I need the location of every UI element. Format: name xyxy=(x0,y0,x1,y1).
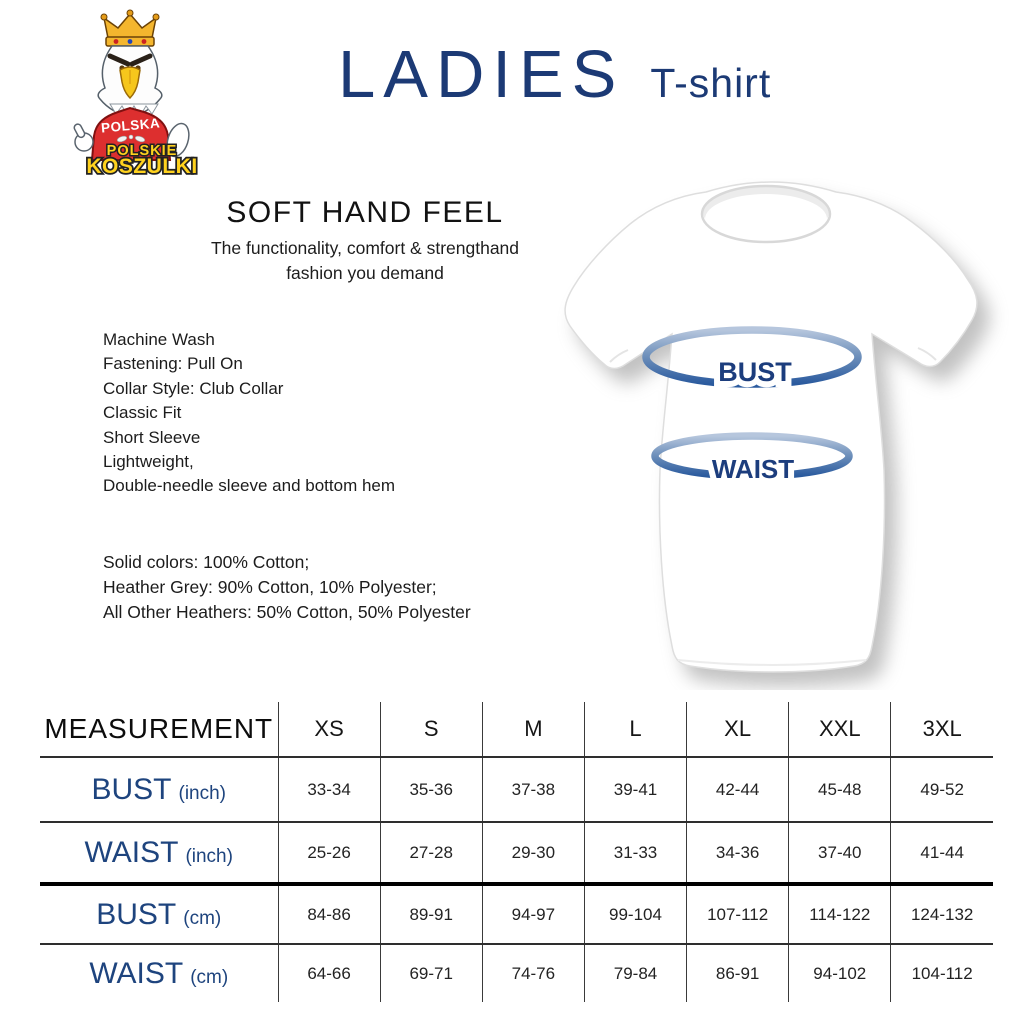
cell-bust-cm-3xl: 124-132 xyxy=(890,884,993,944)
feature-item: Lightweight, xyxy=(103,452,194,472)
row-label-waist-inch: WAIST (inch) xyxy=(40,822,278,884)
row-label-text: BUST xyxy=(91,772,172,806)
size-header-xl: XL xyxy=(686,702,789,757)
size-header-xs: XS xyxy=(277,702,381,757)
cell-waist-inch-xs: 25-26 xyxy=(277,822,381,884)
row-label-text: WAIST xyxy=(89,956,184,990)
intro-subtitle-line1: The functionality, comfort & strengthand xyxy=(210,238,520,258)
cell-waist-inch-xl: 34-36 xyxy=(686,822,789,884)
row-label-waist-cm: WAIST (cm) xyxy=(40,944,278,1002)
logo-brand-line1: POLSKIE xyxy=(107,143,178,159)
row-unit-text: (inch) xyxy=(185,845,233,867)
cell-bust-cm-xs: 84-86 xyxy=(277,884,381,944)
cell-waist-cm-m: 74-76 xyxy=(481,944,585,1002)
cell-bust-cm-xl: 107-112 xyxy=(686,884,789,944)
cell-bust-cm-l: 99-104 xyxy=(583,884,687,944)
table-row-waist-cm: WAIST (cm) 64-66 69-71 74-76 79-84 86-91 … xyxy=(40,944,993,1002)
feature-item: Collar Style: Club Collar xyxy=(103,378,284,398)
feature-item: Classic Fit xyxy=(103,403,182,423)
table-header-row: MEASUREMENT XS S M L XL XXL 3XL xyxy=(40,702,993,757)
cell-waist-cm-xs: 64-66 xyxy=(277,944,381,1002)
intro-subtitle-line2: fashion you demand xyxy=(286,263,444,283)
logo-brand-line2: KOSZULKI xyxy=(86,155,197,178)
cell-bust-inch-xs: 33-34 xyxy=(277,757,381,822)
cell-bust-inch-xxl: 45-48 xyxy=(788,757,891,822)
row-unit-text: (inch) xyxy=(178,782,227,804)
size-header-xxl: XXL xyxy=(788,702,891,757)
cell-bust-inch-s: 35-36 xyxy=(379,757,483,822)
cell-waist-inch-m: 29-30 xyxy=(481,822,585,884)
size-header-l: L xyxy=(583,702,687,757)
row-label-bust-inch: BUST (inch) xyxy=(40,757,278,822)
cell-waist-inch-s: 27-28 xyxy=(379,822,483,884)
features-list: Machine Wash Fastening: Pull On Collar S… xyxy=(103,328,395,499)
table-row-bust-cm: BUST (cm) 84-86 89-91 94-97 99-104 107-11… xyxy=(40,884,993,944)
waist-ring-label: WAIST xyxy=(712,454,794,484)
row-label-bust-cm: BUST (cm) xyxy=(40,884,278,944)
table-row-bust-inch: BUST (inch) 33-34 35-36 37-38 39-41 42-44… xyxy=(40,757,993,822)
cell-waist-inch-xxl: 37-40 xyxy=(788,822,891,884)
cell-bust-cm-s: 89-91 xyxy=(379,884,483,944)
size-header-s: S xyxy=(379,702,483,757)
cell-waist-inch-l: 31-33 xyxy=(583,822,687,884)
cell-waist-cm-s: 69-71 xyxy=(379,944,483,1002)
row-label-text: WAIST xyxy=(84,835,179,869)
bust-ring-label: BUST xyxy=(718,357,792,387)
size-header-3xl: 3XL xyxy=(890,702,993,757)
intro-section: SOFT HAND FEEL The functionality, comfor… xyxy=(115,196,615,286)
table-row-waist-inch: WAIST (inch) 25-26 27-28 29-30 31-33 34-3… xyxy=(40,822,993,884)
material-item: Heather Grey: 90% Cotton, 10% Polyester; xyxy=(103,577,437,597)
feature-item: Fastening: Pull On xyxy=(103,354,243,374)
row-unit-text: (cm) xyxy=(190,966,229,988)
page-title: LADIES T-shirt xyxy=(338,36,771,113)
cell-bust-inch-l: 39-41 xyxy=(583,757,687,822)
cell-bust-inch-m: 37-38 xyxy=(481,757,585,822)
cell-waist-cm-xl: 86-91 xyxy=(686,944,789,1002)
cell-waist-cm-3xl: 104-112 xyxy=(890,944,993,1002)
size-table: MEASUREMENT XS S M L XL XXL 3XL BUST (inc… xyxy=(40,702,993,1002)
cell-bust-cm-xxl: 114-122 xyxy=(788,884,891,944)
row-label-text: BUST xyxy=(96,897,177,931)
cell-bust-inch-3xl: 49-52 xyxy=(890,757,993,822)
brand-logo: POLSKA POLSKIE KOSZULKI xyxy=(73,9,199,178)
measurement-header: MEASUREMENT xyxy=(44,713,274,744)
size-header-m: M xyxy=(481,702,585,757)
cell-waist-cm-l: 79-84 xyxy=(583,944,687,1002)
material-item: Solid colors: 100% Cotton; xyxy=(103,552,310,572)
bust-ring xyxy=(642,326,862,388)
intro-heading: SOFT HAND FEEL xyxy=(226,196,504,229)
material-item: All Other Heathers: 50% Cotton, 50% Poly… xyxy=(103,602,471,622)
title-main: LADIES xyxy=(338,37,625,112)
waist-ring xyxy=(651,432,853,480)
eagle-body-graphic: POLSKA xyxy=(73,103,190,161)
tshirt-graphic xyxy=(564,181,978,673)
crown-icon xyxy=(100,9,160,47)
row-unit-text: (cm) xyxy=(183,907,222,929)
cell-waist-inch-3xl: 41-44 xyxy=(890,822,993,884)
feature-item: Machine Wash xyxy=(103,330,215,349)
cell-bust-inch-xl: 42-44 xyxy=(686,757,789,822)
cell-bust-cm-m: 94-97 xyxy=(481,884,585,944)
cell-waist-cm-xxl: 94-102 xyxy=(788,944,891,1002)
materials-list: Solid colors: 100% Cotton; Heather Grey:… xyxy=(103,550,471,625)
feature-item: Double-needle sleeve and bottom hem xyxy=(103,476,396,496)
title-sub: T-shirt xyxy=(650,60,772,106)
logo-shirt-text: POLSKA xyxy=(100,115,160,135)
feature-item: Short Sleeve xyxy=(103,427,201,447)
tshirt-diagram: BUST WAIST xyxy=(564,181,978,673)
